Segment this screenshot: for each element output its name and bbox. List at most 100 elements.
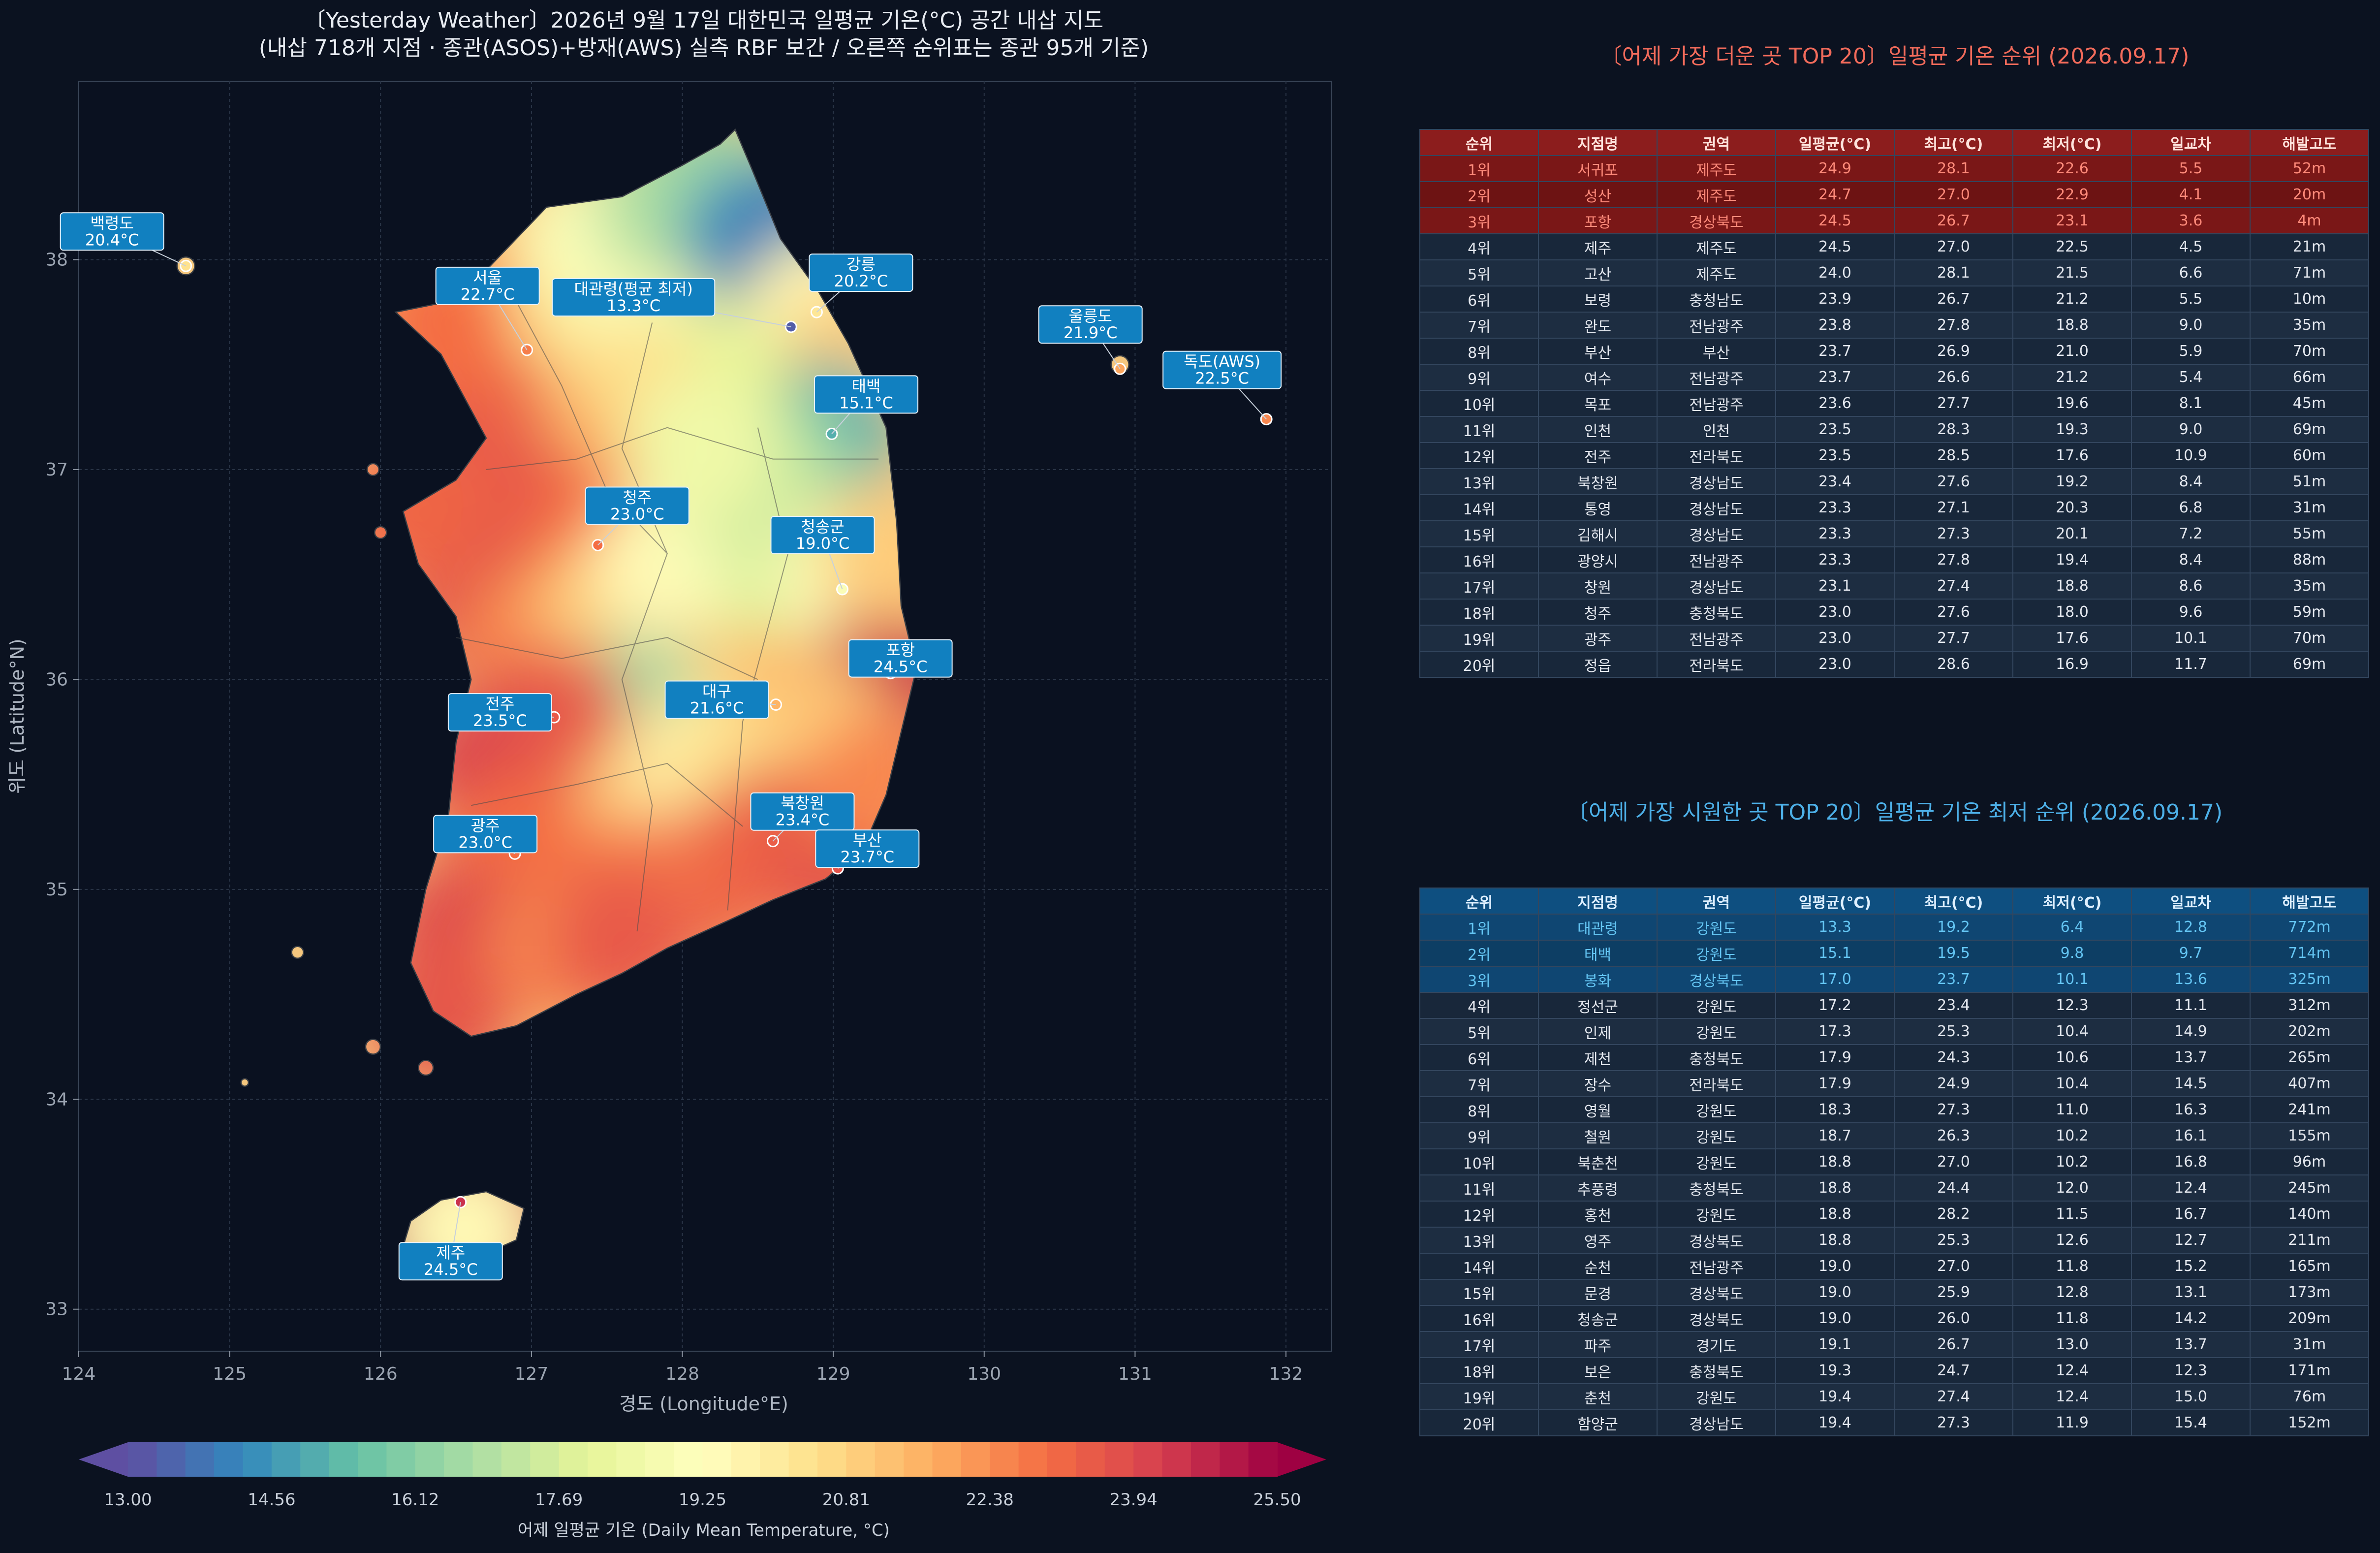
- table-cell: 13위: [1419, 1227, 1539, 1254]
- table-cell: 325m: [2250, 966, 2369, 993]
- table-cell: 12위: [1419, 442, 1539, 469]
- table-cell: 18.8: [2012, 572, 2132, 600]
- table-cell: 714m: [2250, 940, 2369, 967]
- table-cell: 부산: [1657, 338, 1776, 365]
- table-cell: 3위: [1419, 207, 1539, 234]
- table-row: 17위 창원 경상남도 23.1 27.4 18.8 8.6 35m: [1419, 572, 2369, 600]
- table-cell: 13.7: [2131, 1044, 2251, 1071]
- table-cell: 11.8: [2012, 1253, 2132, 1280]
- callout-station-value: 21.6°C: [690, 699, 744, 718]
- cold-table-title: 〔어제 가장 시원한 곳 TOP 20〕일평균 기온 최저 순위 (2026.0…: [1566, 800, 2223, 825]
- table-row: 8위 영월 강원도 18.3 27.3 11.0 16.3 241m: [1419, 1096, 2369, 1123]
- callout-station-value: 22.5°C: [1195, 369, 1249, 388]
- table-cell: 대관령: [1538, 914, 1658, 941]
- table-cell: 11.1: [2131, 992, 2251, 1019]
- table-cell: 69m: [2250, 416, 2369, 443]
- callout-station-name: 서울: [473, 268, 502, 287]
- table-cell: 17.6: [2012, 625, 2132, 652]
- table-cell: 16.3: [2131, 1096, 2251, 1123]
- table-row: 20위 함양군 경상남도 19.4 27.3 11.9 15.4 152m: [1419, 1409, 2369, 1436]
- table-cell: 강원도: [1657, 1201, 1776, 1228]
- table-row: 11위 추풍령 충청북도 18.8 24.4 12.0 12.4 245m: [1419, 1174, 2369, 1202]
- table-cell: 충청남도: [1657, 285, 1776, 313]
- table-cell: 9.8: [2012, 940, 2132, 967]
- table-cell: 14.2: [2131, 1305, 2251, 1332]
- table-cell: 경상북도: [1657, 966, 1776, 993]
- table-header-row: 순위 지점명 권역 일평균(°C) 최고(°C) 최저(°C) 일교차 해발고도: [1419, 887, 2369, 915]
- callout-station-name: 부산: [853, 831, 882, 850]
- table-cell: 69m: [2250, 651, 2369, 678]
- table-header-cell: 권역: [1657, 887, 1776, 915]
- table-cell: 철원: [1538, 1122, 1658, 1149]
- table-cell: 18.7: [1775, 1122, 1895, 1149]
- table-cell: 20m: [2250, 181, 2369, 208]
- table-cell: 10.2: [2012, 1148, 2132, 1175]
- table-cell: 17.2: [1775, 992, 1895, 1019]
- table-cell: 27.3: [1894, 1096, 2013, 1123]
- table-cell: 19.6: [2012, 390, 2132, 417]
- table-row: 17위 파주 경기도 19.1 26.7 13.0 13.7 31m: [1419, 1331, 2369, 1358]
- table-cell: 20위: [1419, 651, 1539, 678]
- colorbar-tick-label: 22.38: [966, 1490, 1014, 1510]
- callout-station-name: 백령도: [91, 214, 134, 232]
- table-cell: 24.0: [1775, 259, 1895, 286]
- table-cell: 19.0: [1775, 1279, 1895, 1306]
- colorbar-tick-label: 20.81: [822, 1490, 870, 1510]
- table-cell: 전남광주: [1657, 364, 1776, 391]
- table-cell: 96m: [2250, 1148, 2369, 1175]
- table-cell: 17위: [1419, 1331, 1539, 1358]
- table-cell: 19.2: [2012, 468, 2132, 495]
- colorbar-swatch: [271, 1442, 301, 1477]
- table-cell: 5.4: [2131, 364, 2251, 391]
- colorbar-swatch: [731, 1442, 761, 1477]
- callout-station-name: 제주: [436, 1243, 465, 1262]
- table-cell: 28.1: [1894, 259, 2013, 286]
- colorbar-swatch: [990, 1442, 1019, 1477]
- table-row: 10위 목포 전남광주 23.6 27.7 19.6 8.1 45m: [1419, 390, 2369, 417]
- table-cell: 27.4: [1894, 572, 2013, 600]
- colorbar-swatch: [185, 1442, 215, 1477]
- table-cell: 22.5: [2012, 233, 2132, 260]
- table-cell: 152m: [2250, 1409, 2369, 1436]
- x-axis-label: 경도 (Longitude°E): [619, 1393, 788, 1415]
- colorbar: 13.00 14.56 16.12 17.69 19.25 20.81 22.38 23.94…: [79, 1442, 1326, 1510]
- colorbar-extend-low: [79, 1442, 128, 1477]
- table-cell: 25.3: [1894, 1227, 2013, 1254]
- table-cell: 2위: [1419, 181, 1539, 208]
- table-cell: 19.4: [1775, 1409, 1895, 1436]
- table-cell: 북춘천: [1538, 1148, 1658, 1175]
- table-cell: 14.9: [2131, 1018, 2251, 1045]
- table-row: 15위 문경 경상북도 19.0 25.9 12.8 13.1 173m: [1419, 1279, 2369, 1306]
- table-row: 1위 대관령 강원도 13.3 19.2 6.4 12.8 772m: [1419, 914, 2369, 941]
- colorbar-swatch: [472, 1442, 502, 1477]
- table-cell: 28.1: [1894, 155, 2013, 182]
- table-cell: 8.4: [2131, 468, 2251, 495]
- callout-box: [552, 278, 716, 317]
- callout-station-name: 태백: [852, 377, 881, 395]
- table-cell: 11.8: [2012, 1305, 2132, 1332]
- table-cell: 15.1: [1775, 940, 1895, 967]
- table-cell: 19.5: [1894, 940, 2013, 967]
- table-cell: 5.5: [2131, 285, 2251, 313]
- map-title-line1: 〔Yesterday Weather〕2026년 9월 17일 대한민국 일평균…: [304, 8, 1104, 33]
- table-cell: 24.5: [1775, 233, 1895, 260]
- table-cell: 23.3: [1775, 520, 1895, 547]
- table-row: 4위 제주 제주도 24.5 27.0 22.5 4.5 21m: [1419, 233, 2369, 260]
- table-cell: 20.1: [2012, 520, 2132, 547]
- callout-box: [770, 516, 875, 554]
- table-row: 16위 청송군 경상북도 19.0 26.0 11.8 14.2 209m: [1419, 1305, 2369, 1332]
- callout-station-value: 22.7°C: [461, 285, 515, 304]
- table-cell: 문경: [1538, 1279, 1658, 1306]
- colorbar-swatch: [904, 1442, 933, 1477]
- table-cell: 제주도: [1657, 155, 1776, 182]
- table-cell: 26.3: [1894, 1122, 2013, 1149]
- table-cell: 충청북도: [1657, 1174, 1776, 1202]
- table-cell: 4위: [1419, 233, 1539, 260]
- table-cell: 정선군: [1538, 992, 1658, 1019]
- callout-station-value: 23.0°C: [610, 505, 664, 523]
- callout-box: [433, 815, 538, 854]
- colorbar-swatch: [530, 1442, 560, 1477]
- callout-station-name: 강릉: [846, 255, 876, 274]
- table-cell: 전라북도: [1657, 651, 1776, 678]
- callout-station-value: 20.2°C: [834, 272, 888, 290]
